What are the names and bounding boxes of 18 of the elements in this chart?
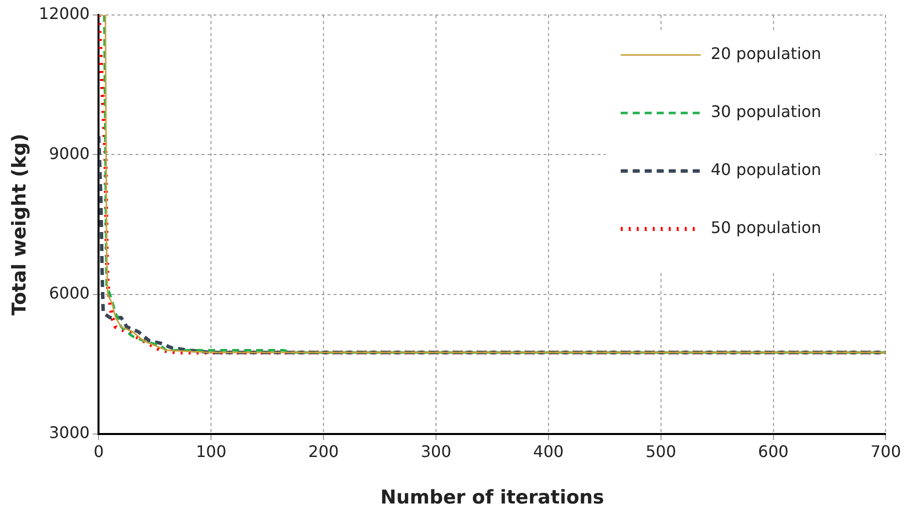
x-tick-label: 100 [196,442,226,461]
x-tick-label: 0 [94,442,104,461]
y-tick-label: 12000 [38,4,90,24]
legend-label: 30 population [710,102,822,122]
legend-label: 50 population [710,218,822,238]
x-axis-title: Number of iterations [380,486,604,509]
legend-label: 20 population [710,44,822,64]
legend-label: 40 population [710,160,822,180]
x-tick-label: 200 [308,442,339,461]
y-axis-title: Total weight (kg) [8,134,30,316]
x-tick-label: 400 [533,442,564,461]
x-tick-label: 700 [870,442,902,461]
y-tick-label: 6000 [48,283,90,302]
x-tick-label: 300 [420,442,452,461]
y-tick-label: 3000 [48,423,90,442]
x-tick-label: 600 [758,442,789,461]
x-tick-label: 500 [646,442,676,461]
y-tick-label: 9000 [48,144,90,163]
